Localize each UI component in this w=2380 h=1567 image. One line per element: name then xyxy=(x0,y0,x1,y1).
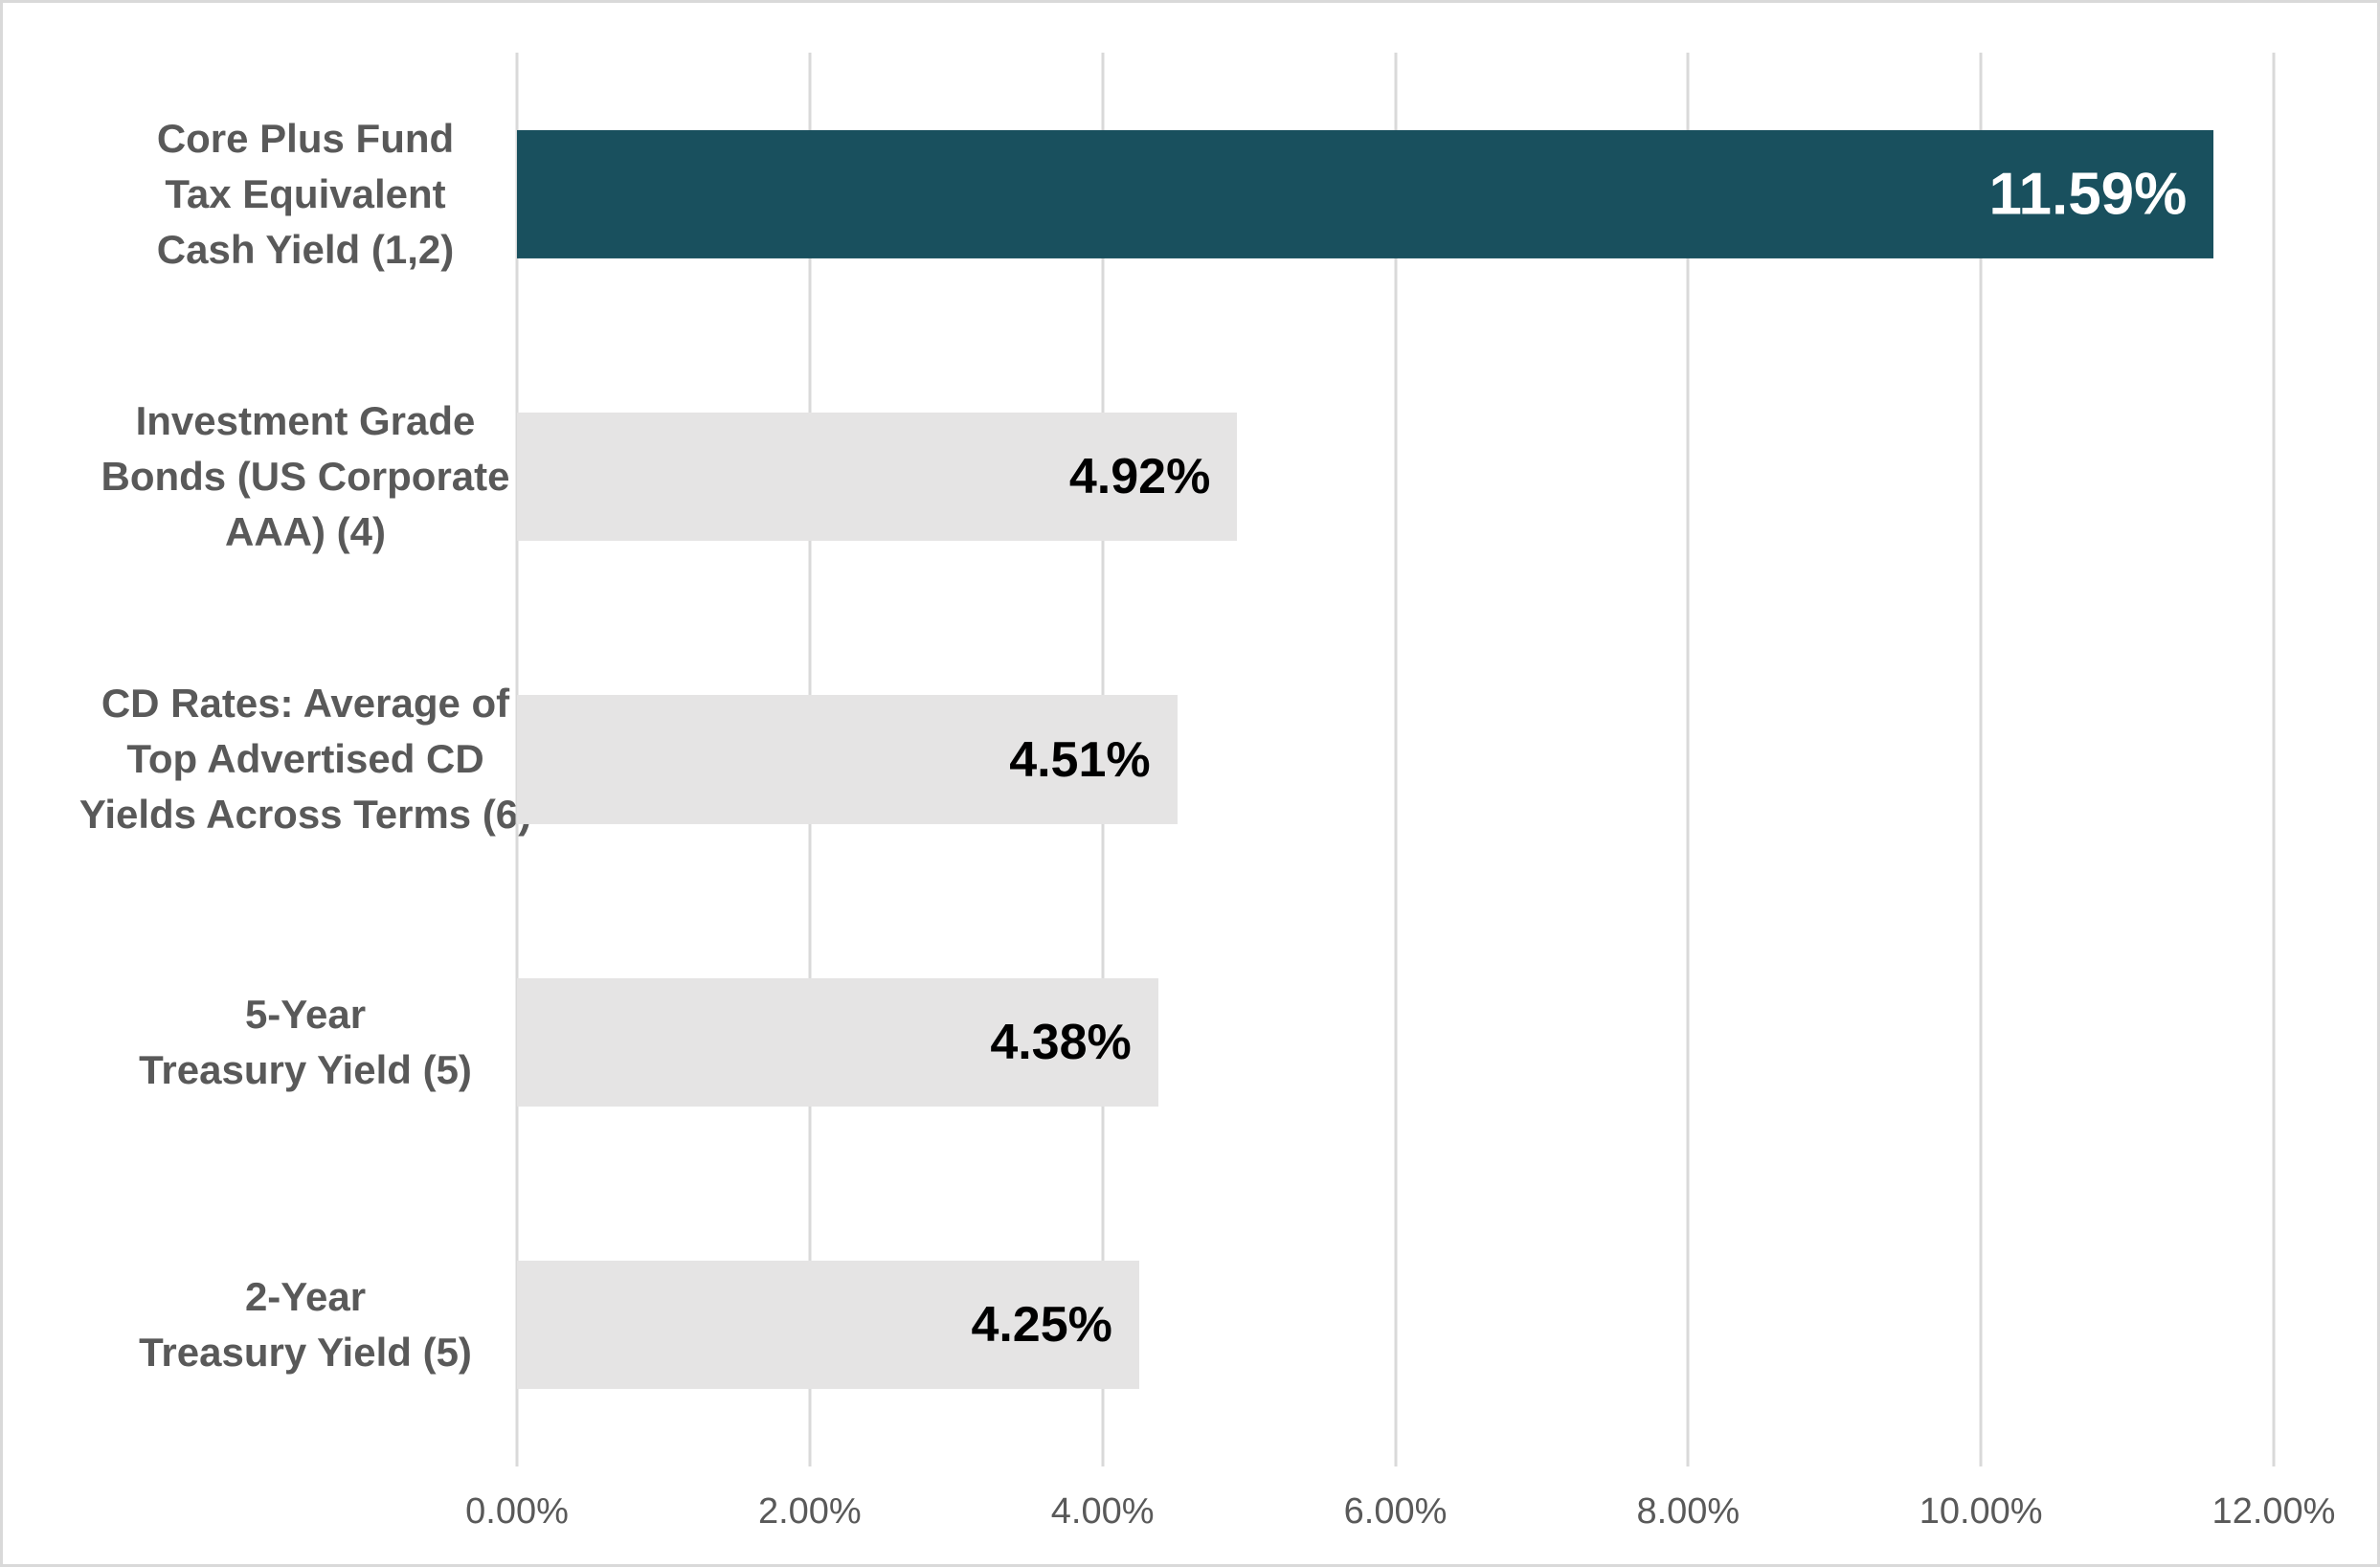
gridline xyxy=(2272,53,2276,1466)
category-label-line: Investment Grade xyxy=(135,398,476,444)
gridline xyxy=(1394,53,1397,1466)
bar-value-label: 4.51% xyxy=(1009,731,1151,788)
x-tick-label: 12.00% xyxy=(2212,1491,2336,1532)
category-label-line: Tax Equivalent xyxy=(165,170,446,216)
bar-row: 4.92% xyxy=(517,335,2274,617)
plot-area: 11.59% 4.92% 4.51% 4.38% 4.25% xyxy=(515,53,2276,1466)
category-label: CD Rates: Average of Top Advertised CD Yie… xyxy=(3,618,531,901)
bar: 4.25% xyxy=(517,1261,1139,1390)
bar: 4.92% xyxy=(517,413,1238,542)
x-tick-label: 2.00% xyxy=(757,1491,862,1532)
category-label-line: Bonds (US Corporate xyxy=(101,454,510,500)
category-label-line: Top Advertised CD xyxy=(126,736,484,782)
x-tick-label: 0.00% xyxy=(465,1491,569,1532)
bar-row: 11.59% xyxy=(517,53,2274,335)
category-label-line: AAA) (4) xyxy=(225,509,386,555)
gridline xyxy=(1686,53,1690,1466)
x-tick-label: 10.00% xyxy=(1919,1491,2043,1532)
bar: 4.38% xyxy=(517,977,1158,1107)
category-label: 5-Year Treasury Yield (5) xyxy=(3,901,517,1183)
bar-value-label: 4.92% xyxy=(1068,449,1211,505)
gridline xyxy=(1979,53,1983,1466)
bar: 11.59% xyxy=(517,129,2214,258)
bar-row: 4.25% xyxy=(517,1184,2274,1466)
x-axis: 0.00% 2.00% 4.00% 6.00% 8.00% 10.00% 12.00% xyxy=(465,1489,2335,1556)
category-axis: Core Plus Fund Tax Equivalent Cash Yield (… xyxy=(3,53,531,1466)
bar: 4.51% xyxy=(517,695,1178,824)
x-tick-label: 8.00% xyxy=(1636,1491,1740,1532)
bar-row: 4.38% xyxy=(517,901,2274,1183)
category-label-line: 5-Year xyxy=(244,991,367,1037)
bar-value-label: 4.25% xyxy=(971,1297,1112,1354)
category-label-line: CD Rates: Average of xyxy=(101,681,510,727)
bar-value-label: 4.38% xyxy=(990,1014,1132,1070)
category-label: Investment Grade Bonds (US Corporate AAA) … xyxy=(3,335,517,617)
x-tick-label: 4.00% xyxy=(1050,1491,1155,1532)
category-label-line: Treasury Yield (5) xyxy=(139,1046,472,1092)
category-label-line: Yields Across Terms (6) xyxy=(79,792,532,838)
category-label: Core Plus Fund Tax Equivalent Cash Yield (… xyxy=(3,53,517,335)
category-label-line: Cash Yield (1,2) xyxy=(156,226,455,272)
category-label-line: Treasury Yield (5) xyxy=(139,1330,472,1376)
x-tick-label: 6.00% xyxy=(1343,1491,1448,1532)
category-label: 2-Year Treasury Yield (5) xyxy=(3,1184,517,1466)
category-label-line: 2-Year xyxy=(244,1274,367,1320)
bar-value-label: 11.59% xyxy=(1988,161,2188,228)
category-label-line: Core Plus Fund xyxy=(156,115,455,161)
bar-row: 4.51% xyxy=(517,618,2274,901)
